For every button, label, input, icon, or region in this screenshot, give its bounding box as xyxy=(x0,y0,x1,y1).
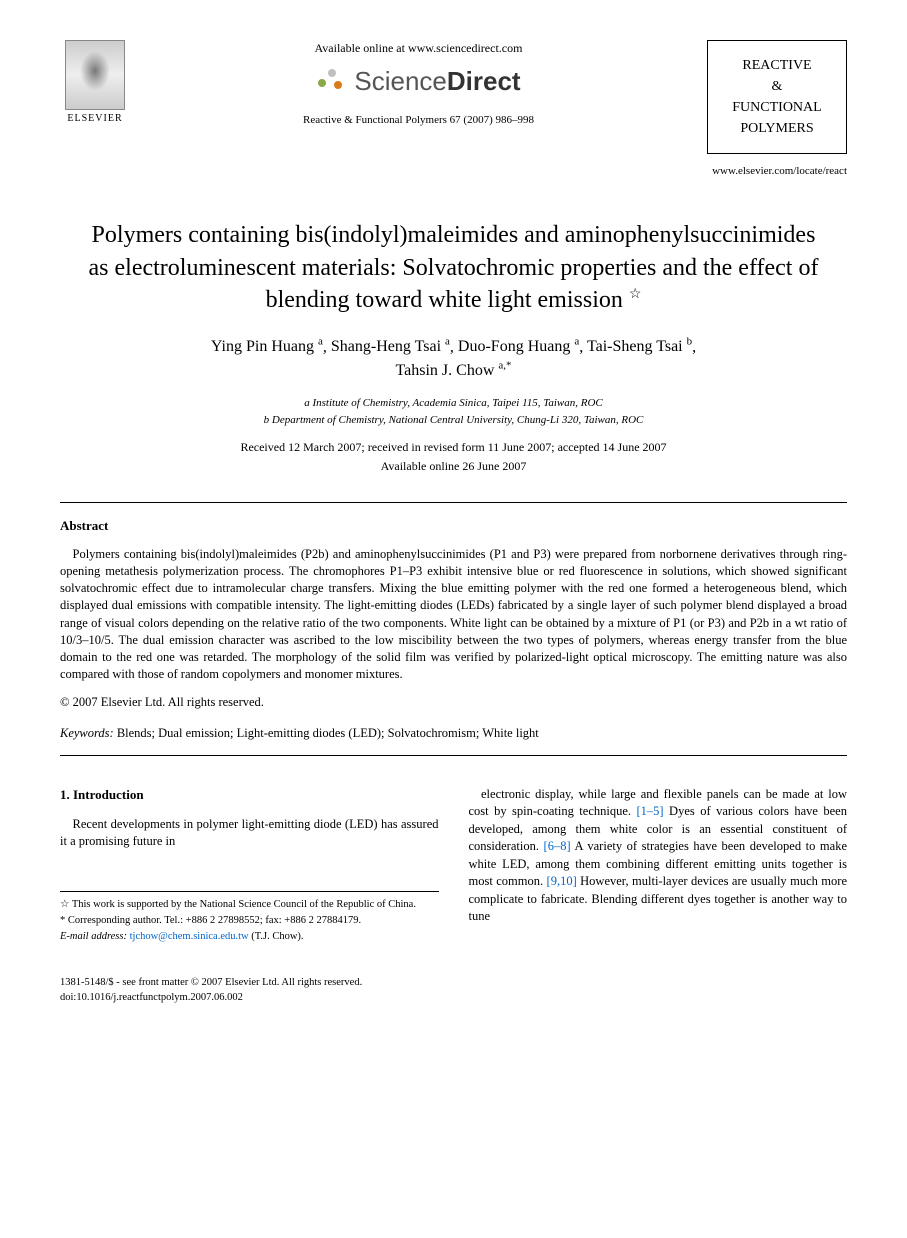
copyright: © 2007 Elsevier Ltd. All rights reserved… xyxy=(60,694,847,712)
author: Ying Pin Huang a xyxy=(211,338,323,355)
author-name: Ying Pin Huang xyxy=(211,338,314,355)
author-sup: a,* xyxy=(498,359,511,371)
rule-bottom xyxy=(60,755,847,756)
affiliation-b: b Department of Chemistry, National Cent… xyxy=(60,413,847,428)
author: Duo-Fong Huang a xyxy=(458,338,579,355)
sciencedirect-dots-icon xyxy=(316,69,346,93)
citation[interactable]: [6–8] xyxy=(544,839,571,853)
journal-box-line: REACTIVE xyxy=(716,55,838,76)
author: Shang-Heng Tsai a xyxy=(331,338,450,355)
available-date: Available online 26 June 2007 xyxy=(60,458,847,475)
site-link[interactable]: www.elsevier.com/locate/react xyxy=(60,164,847,179)
rule-top xyxy=(60,502,847,503)
journal-box-line: & xyxy=(716,76,838,97)
abstract-body: Polymers containing bis(indolyl)maleimid… xyxy=(60,546,847,684)
keywords-label: Keywords: xyxy=(60,726,114,740)
keywords: Keywords: Blends; Dual emission; Light-e… xyxy=(60,725,847,743)
citation[interactable]: [1–5] xyxy=(637,804,664,818)
doi: doi:10.1016/j.reactfunctpolym.2007.06.00… xyxy=(60,991,847,1006)
keywords-text: Blends; Dual emission; Light-emitting di… xyxy=(114,726,539,740)
sciencedirect-logo: ScienceDirect xyxy=(150,63,687,99)
author-name: Tai-Sheng Tsai xyxy=(587,338,683,355)
author-sup: a xyxy=(318,336,323,348)
intro-col1: Recent developments in polymer light-emi… xyxy=(60,816,439,851)
affiliation-a: a Institute of Chemistry, Academia Sinic… xyxy=(60,396,847,411)
section-heading: 1. Introduction xyxy=(60,786,439,804)
elsevier-tree-icon xyxy=(65,40,125,110)
journal-box: REACTIVE & FUNCTIONAL POLYMERS xyxy=(707,40,847,154)
footnotes: ☆ This work is supported by the National… xyxy=(60,891,439,945)
abstract-heading: Abstract xyxy=(60,517,847,535)
author-sup: a xyxy=(574,336,579,348)
sd-word-direct: Direct xyxy=(447,66,521,96)
elsevier-label: ELSEVIER xyxy=(67,112,122,126)
elsevier-logo: ELSEVIER xyxy=(60,40,130,126)
title-star-icon: ☆ xyxy=(629,287,642,302)
available-online-text: Available online at www.sciencedirect.co… xyxy=(150,40,687,57)
intro-col2: electronic display, while large and flex… xyxy=(469,786,848,926)
email-label: E-mail address: xyxy=(60,931,130,942)
sd-word-science: Science xyxy=(354,66,447,96)
authors: Ying Pin Huang a, Shang-Heng Tsai a, Duo… xyxy=(60,335,847,382)
author-sup: a xyxy=(445,336,450,348)
footnote-support: ☆ This work is supported by the National… xyxy=(60,898,439,912)
footnote-corresponding: * Corresponding author. Tel.: +886 2 278… xyxy=(60,914,439,928)
dates: Received 12 March 2007; received in revi… xyxy=(60,439,847,475)
affiliations: a Institute of Chemistry, Academia Sinic… xyxy=(60,396,847,429)
sciencedirect-text: ScienceDirect xyxy=(354,63,520,99)
author-sup: b xyxy=(687,336,693,348)
received-date: Received 12 March 2007; received in revi… xyxy=(60,439,847,456)
journal-box-line: FUNCTIONAL xyxy=(716,97,838,118)
author-name: Shang-Heng Tsai xyxy=(331,338,441,355)
email-who: (T.J. Chow). xyxy=(249,931,304,942)
author-name: Tahsin J. Chow xyxy=(395,362,494,379)
citation[interactable]: [9,10] xyxy=(547,874,577,888)
journal-reference: Reactive & Functional Polymers 67 (2007)… xyxy=(150,113,687,128)
author: Tai-Sheng Tsai b xyxy=(587,338,692,355)
article-title: Polymers containing bis(indolyl)maleimid… xyxy=(80,219,827,316)
footnote-email: E-mail address: tjchow@chem.sinica.edu.t… xyxy=(60,930,439,944)
abstract-text: Polymers containing bis(indolyl)maleimid… xyxy=(60,546,847,684)
author: Tahsin J. Chow a,* xyxy=(395,362,511,379)
bottom-doi: 1381-5148/$ - see front matter © 2007 El… xyxy=(60,976,847,1005)
email-address[interactable]: tjchow@chem.sinica.edu.tw xyxy=(130,931,249,942)
title-text: Polymers containing bis(indolyl)maleimid… xyxy=(89,222,819,313)
journal-box-line: POLYMERS xyxy=(716,118,838,139)
author-name: Duo-Fong Huang xyxy=(458,338,570,355)
front-matter: 1381-5148/$ - see front matter © 2007 El… xyxy=(60,976,847,991)
